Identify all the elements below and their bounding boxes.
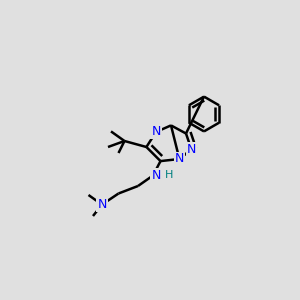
Text: H: H (165, 170, 174, 180)
Text: N: N (151, 125, 161, 139)
Text: N: N (151, 169, 161, 182)
Text: N: N (97, 198, 107, 211)
Text: N: N (187, 143, 196, 156)
Text: N: N (175, 152, 184, 166)
